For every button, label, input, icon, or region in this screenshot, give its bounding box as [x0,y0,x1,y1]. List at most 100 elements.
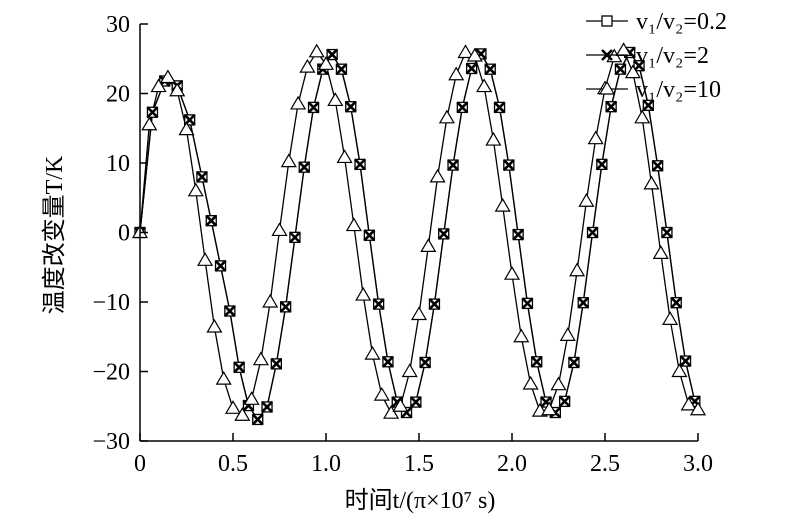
data-point-triangle [598,80,616,95]
data-point-triangle [215,370,232,385]
data-point-triangle [373,386,390,401]
y-tick-labels: −30 −20 −10 0 10 20 30 [92,12,130,455]
x-tick-label: 1.5 [404,451,434,477]
data-point-triangle [401,363,418,378]
data-point-cross [146,106,159,119]
data-point-cross [614,63,627,76]
data-point-triangle [327,92,344,107]
data-point-triangle [336,149,353,164]
data-point-cross [521,297,534,310]
data-point-triangle [476,78,493,93]
data-point-cross [419,356,432,369]
data-point-triangle [234,407,251,421]
data-point-triangle [187,182,204,197]
data-point-cross [558,395,571,408]
data-point-triangle [243,391,260,405]
data-point-triangle [634,109,651,124]
data-point-cross [261,401,273,413]
data-point-triangle [252,351,269,366]
data-point-triangle [485,131,502,146]
data-point-cross [484,63,497,76]
data-point-triangle [671,363,688,378]
x-tick-label: 0 [134,451,146,477]
data-point-triangle [197,252,214,266]
data-point-triangle [383,405,400,419]
data-point-triangle [494,197,511,212]
data-point-triangle [262,293,279,308]
data-point-triangle [559,327,576,341]
data-point-square [601,15,613,27]
data-point-cross [661,226,673,239]
data-point-cross [409,396,422,408]
data-point-cross [326,48,339,61]
data-point-cross [633,59,645,72]
data-point-cross [344,100,357,113]
legend-label: v₁/v₂=0.2 [636,9,727,35]
data-point-triangle [392,398,409,412]
data-point-triangle [587,130,604,145]
legend-label: v₁/v₂=10 [636,77,721,103]
data-point-cross [196,170,208,183]
data-point-triangle [550,376,567,391]
data-point-triangle [317,56,335,70]
data-point-cross [233,361,246,374]
data-point-triangle [541,401,558,416]
data-point-triangle [429,168,446,183]
y-tick-label: −10 [92,290,130,316]
data-point-cross [512,228,525,241]
data-point-cross [298,161,311,174]
data-point-triangle [569,262,586,277]
data-point-triangle [290,95,307,110]
data-point-triangle [643,175,660,190]
x-axis-label: 时间t/(π×10⁷ s) [345,487,496,514]
y-tick-label: −20 [92,360,130,386]
data-point-cross [568,356,580,369]
data-point-cross [270,357,283,370]
data-point-triangle [141,116,158,131]
data-point-triangle [355,286,372,301]
data-point-triangle [457,44,474,59]
data-point-cross [530,355,543,368]
data-point-cross [670,296,683,309]
data-point-cross [307,101,320,114]
data-point-triangle [345,217,362,232]
y-tick-label: 10 [106,151,130,177]
data-point-triangle [420,238,437,252]
data-point-triangle [206,318,223,333]
data-point-triangle [522,375,539,390]
legend: v₁/v₂=0.2 v₁/v₂=2 v₁/v₂=10 [586,9,727,103]
x-tick-labels: 0 0.5 1.0 1.5 2.0 2.5 3.0 [134,451,713,477]
data-point-triangle [271,222,288,237]
data-point-triangle [159,69,176,84]
x-tick-label: 3.0 [683,451,713,477]
data-point-cross [214,259,227,272]
data-point-triangle [448,66,465,81]
x-tick-label: 1.0 [311,451,341,477]
marker-layer [131,42,707,426]
x-tick-label: 2.0 [497,451,527,477]
data-point-triangle [410,306,428,321]
data-point-cross [363,229,376,242]
data-point-cross [279,300,292,313]
data-point-cross [447,159,459,172]
data-point-cross [679,355,692,367]
data-point-triangle [578,193,595,207]
data-point-triangle [680,396,697,411]
data-point-triangle [308,43,325,58]
plot-area [131,42,707,426]
x-tick-label: 0.5 [218,451,248,477]
data-point-cross [428,298,441,311]
data-point-triangle [662,311,679,325]
data-point-cross [382,355,394,368]
data-point-triangle [299,58,316,73]
data-point-triangle [224,400,242,414]
data-point-cross [493,101,506,114]
data-point-triangle [689,401,707,416]
data-point-triangle [513,328,530,343]
data-point-triangle [280,153,297,168]
data-point-cross [437,227,450,240]
data-point-cross [651,159,664,172]
data-point-triangle [438,109,455,124]
y-tick-label: 0 [118,221,130,247]
